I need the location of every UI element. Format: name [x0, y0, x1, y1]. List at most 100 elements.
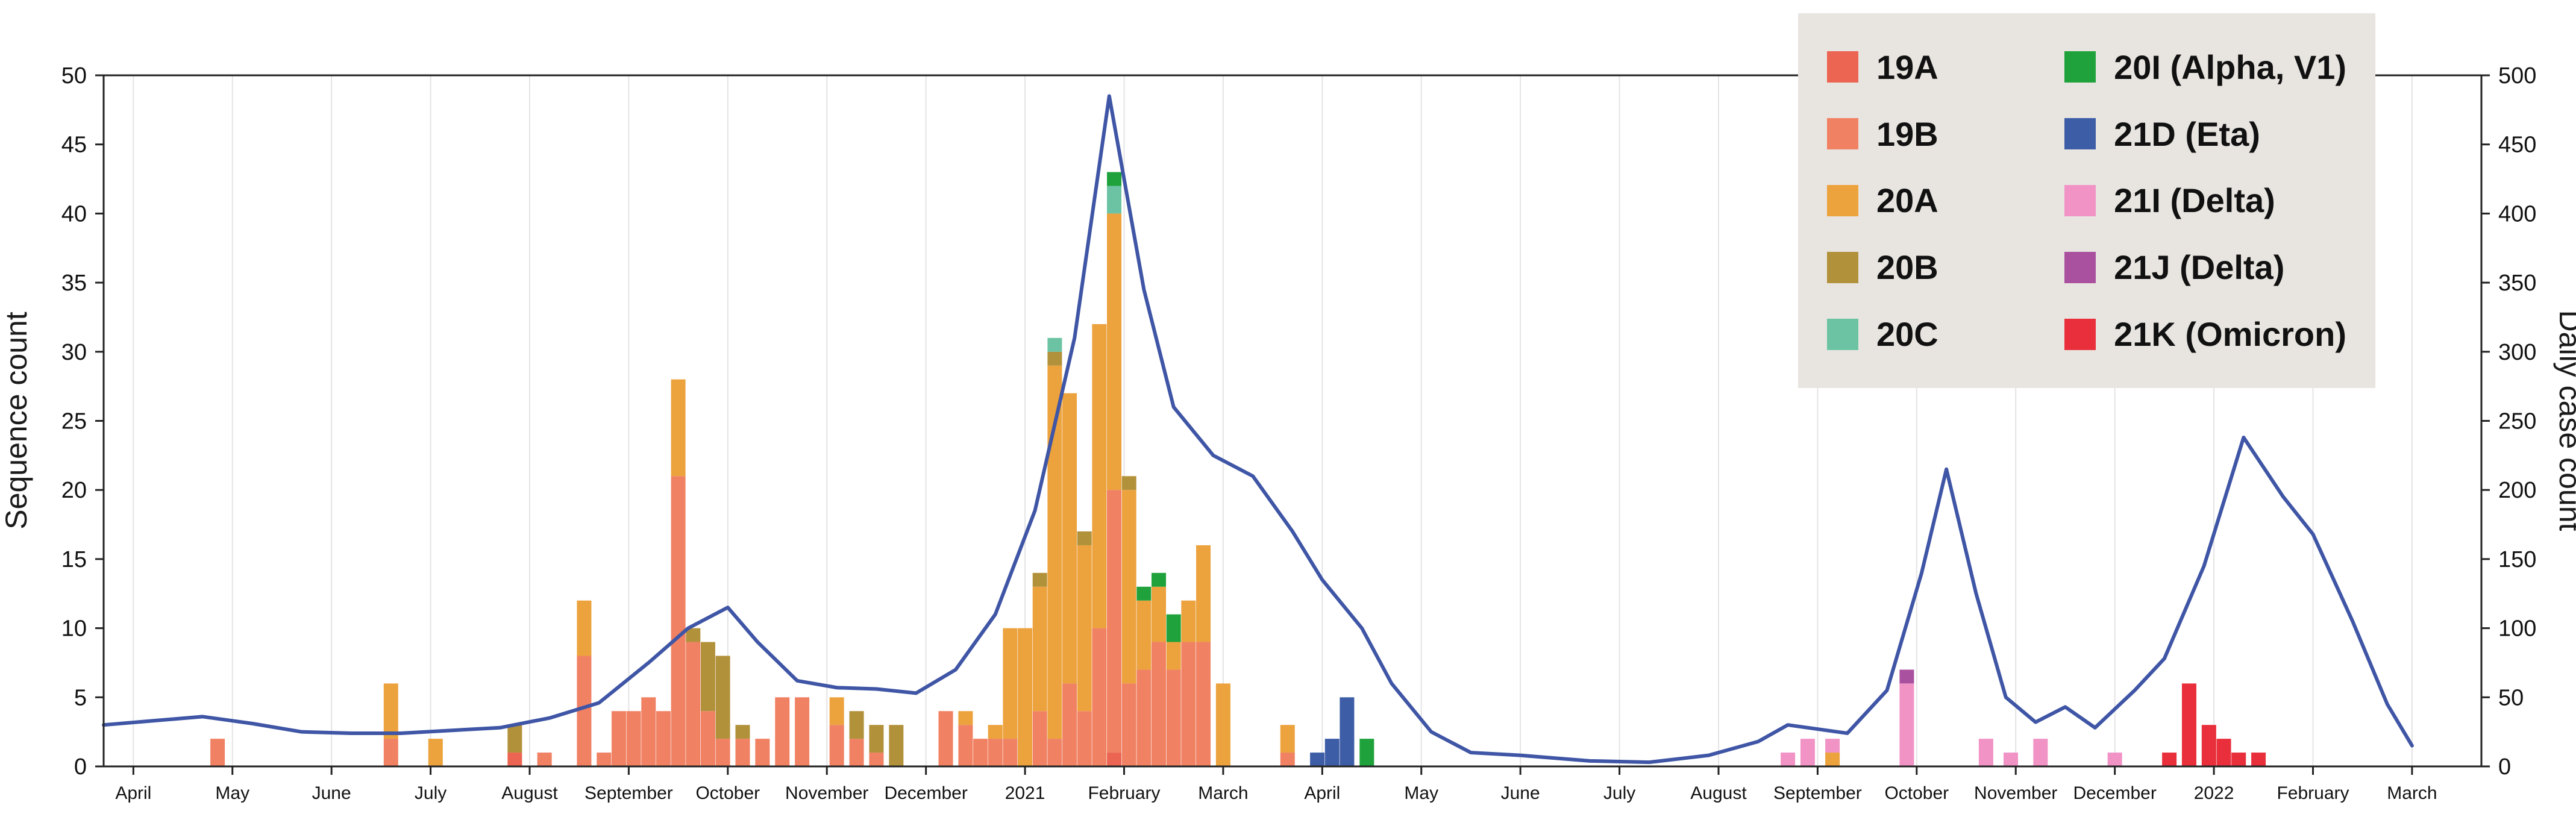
bar-segment-20A — [1107, 213, 1122, 490]
y-right-tick-label: 250 — [2498, 409, 2536, 434]
bar-segment-21I — [2107, 753, 2122, 766]
x-tick-label: June — [1501, 783, 1540, 803]
bar-segment-21K — [2216, 739, 2231, 766]
y-left-tick-label: 50 — [61, 63, 87, 89]
bar-segment-19B — [597, 753, 612, 766]
legend-item-19A: 19A — [1827, 48, 2064, 87]
bar-segment-20A — [1181, 600, 1196, 642]
plot-frame — [102, 74, 2483, 768]
bar-segment-20B — [507, 725, 522, 753]
bar-segment-20I — [1166, 614, 1181, 642]
legend-label: 20B — [1876, 248, 1938, 287]
y-left-tick-label: 35 — [61, 271, 87, 296]
bar-segment-20A — [1152, 586, 1167, 642]
legend-swatch-icon — [2064, 184, 2096, 216]
bar-segment-19B — [626, 711, 641, 766]
bar-segment-20A — [1062, 393, 1077, 684]
bar-segment-20B — [1032, 572, 1047, 587]
legend-label: 20A — [1876, 181, 1938, 220]
bar-segment-19B — [973, 739, 988, 766]
bar-segment-20A — [1032, 586, 1047, 712]
legend-label: 19A — [1876, 48, 1938, 86]
bar-segment-19B — [1121, 683, 1136, 766]
bar-segment-20I — [1107, 172, 1122, 186]
bar-segment-19B — [656, 711, 671, 766]
bar-segment-21I — [1899, 683, 1914, 766]
bar-segment-19B — [1196, 642, 1211, 766]
legend-item-20I: 20I (Alpha, V1) — [2064, 48, 2346, 87]
bar-segment-21I — [2004, 753, 2019, 766]
y-left-tick-label: 30 — [61, 340, 87, 365]
legend-label: 21K (Omicron) — [2114, 315, 2346, 354]
bar-segment-19B — [383, 739, 398, 766]
legend-swatch-icon — [2064, 51, 2096, 83]
y-right-tick-label: 300 — [2498, 340, 2536, 365]
legend-item-20B: 20B — [1827, 248, 2064, 287]
y-left-tick-label: 0 — [74, 754, 87, 780]
x-tick-label: April — [115, 783, 151, 803]
legend-label: 20I (Alpha, V1) — [2114, 48, 2346, 86]
bar-segment-20I — [1359, 739, 1374, 766]
legend-swatch-icon — [1827, 118, 1858, 150]
bar-segment-19B — [1152, 642, 1167, 766]
bar-segment-20A — [1215, 683, 1230, 766]
bar-segment-21K — [2201, 725, 2216, 766]
y-left-tick-label: 15 — [61, 547, 87, 572]
y-right-tick-label: 150 — [2498, 547, 2536, 572]
bar-segment-20B — [1047, 351, 1062, 366]
y-right-tick-label: 200 — [2498, 478, 2536, 503]
bar-segment-20B — [1121, 476, 1136, 490]
bar-segment-20B — [869, 725, 884, 753]
bar-segment-19B — [1047, 739, 1062, 766]
bar-segment-19B — [1077, 711, 1092, 766]
legend-item-21K: 21K (Omicron) — [2064, 315, 2346, 354]
bar-segment-19B — [735, 739, 750, 766]
bar-segment-19B — [849, 739, 864, 766]
bar-segment-20A — [1092, 324, 1107, 628]
y-right-tick-label: 100 — [2498, 616, 2536, 642]
legend-swatch-icon — [1827, 184, 1858, 216]
legend-swatch-icon — [1827, 251, 1858, 283]
bar-segment-20B — [735, 725, 750, 739]
bar-segment-19B — [1003, 739, 1018, 766]
bar-segment-20A — [958, 711, 973, 725]
legend-swatch-icon — [2064, 251, 2096, 283]
bar-segment-20I — [1136, 586, 1152, 601]
x-tick-label: December — [884, 783, 967, 803]
legend-label: 19B — [1876, 114, 1938, 153]
left-axis-title: Sequence count — [0, 312, 33, 530]
bar-segment-19B — [1166, 669, 1181, 766]
y-right-tick-label: 400 — [2498, 201, 2536, 227]
y-right-tick-label: 350 — [2498, 271, 2536, 296]
bar-segment-21D — [1310, 753, 1325, 766]
bar-segment-20A — [577, 600, 592, 656]
bar-segment-19B — [1107, 490, 1122, 753]
x-tick-label: December — [2073, 783, 2156, 803]
bar-segment-21K — [2231, 753, 2246, 766]
bar-segment-20C — [1047, 337, 1062, 352]
bar-segment-19B — [537, 753, 552, 766]
legend-swatch-icon — [1827, 51, 1858, 83]
y-right-tick-label: 450 — [2498, 133, 2536, 158]
y-left-tick-label: 40 — [61, 201, 87, 227]
x-tick-label: 2022 — [2194, 783, 2234, 803]
legend-label: 20C — [1876, 315, 1938, 354]
x-tick-label: September — [1773, 783, 1862, 803]
y-left-tick-label: 10 — [61, 616, 87, 642]
x-tick-label: 2021 — [1005, 783, 1045, 803]
bar-segment-21I — [1978, 739, 1993, 766]
bar-segment-19B — [1136, 669, 1152, 766]
legend-label: 21D (Eta) — [2114, 114, 2260, 153]
x-tick-label: November — [785, 783, 868, 803]
bar-segment-21K — [2251, 753, 2266, 766]
bar-segment-20B — [715, 656, 730, 739]
bar-segment-20A — [1018, 628, 1033, 766]
bar-segment-19B — [1280, 753, 1295, 766]
bar-segment-20A — [1003, 628, 1018, 739]
bar-segment-19B — [210, 739, 225, 766]
y-left-tick-label: 20 — [61, 478, 87, 503]
y-left-tick-label: 45 — [61, 133, 87, 158]
bar-segment-19B — [671, 476, 686, 766]
